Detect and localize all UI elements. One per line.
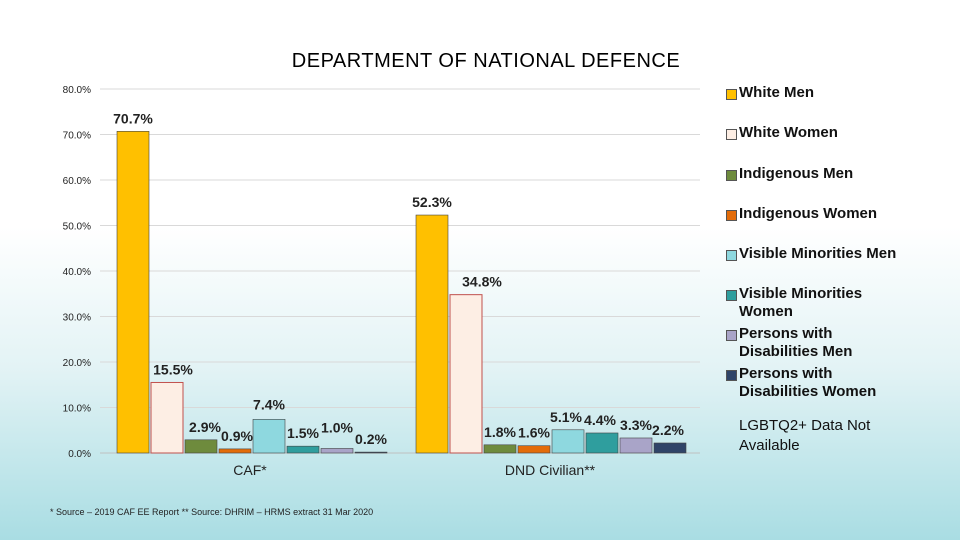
bar — [619, 437, 653, 454]
legend-label: White Women — [739, 124, 838, 141]
legend-label: Indigenous Women — [739, 205, 878, 222]
chart-title: DEPARTMENT OF NATIONAL DEFENCE — [291, 50, 681, 72]
bar — [116, 131, 150, 454]
legend-swatch — [726, 89, 737, 100]
legend-label: Visible Minorities Men — [739, 245, 897, 262]
bar — [320, 448, 354, 454]
bar — [653, 442, 687, 454]
legend-label: Indigenous Men — [739, 165, 854, 182]
data-label: 70.7% — [113, 110, 153, 126]
data-label: 34.8% — [462, 274, 502, 290]
x-category-label: DND Civilian** — [505, 462, 596, 478]
data-label: 3.3% — [620, 417, 652, 433]
data-label: 1.5% — [287, 425, 319, 441]
legend-label: Persons with Disabilities Women — [739, 365, 877, 400]
data-label: 0.9% — [221, 428, 253, 444]
data-label: 4.4% — [584, 412, 616, 428]
legend-label: Persons with Disabilities Men — [739, 325, 853, 360]
data-label: 1.6% — [518, 425, 550, 441]
data-label: 15.5% — [153, 361, 193, 377]
y-tick-label: 70.0% — [63, 131, 91, 142]
source-footnote: * Source – 2019 CAF EE Report ** Source:… — [50, 507, 374, 517]
y-tick-label: 80.0% — [63, 85, 91, 96]
y-tick-label: 60.0% — [63, 176, 91, 187]
bar — [483, 444, 517, 454]
data-label: 1.8% — [484, 424, 516, 440]
bar — [551, 429, 585, 454]
data-label: 2.2% — [652, 422, 684, 438]
y-tick-label: 30.0% — [63, 313, 91, 324]
bar — [354, 451, 388, 454]
bar — [517, 445, 551, 454]
legend-swatch — [726, 210, 737, 221]
legend-swatch — [726, 129, 737, 140]
legend-label: White Men — [739, 84, 814, 101]
data-label: 2.9% — [189, 419, 221, 435]
legend-swatch — [726, 330, 737, 341]
data-label: 7.4% — [253, 396, 285, 412]
bar — [184, 439, 218, 454]
y-tick-label: 20.0% — [63, 358, 91, 369]
y-tick-label: 40.0% — [63, 267, 91, 278]
bar — [449, 294, 483, 454]
bar — [150, 381, 184, 454]
legend-swatch — [726, 370, 737, 381]
bar — [252, 419, 286, 454]
data-label: 0.2% — [355, 431, 387, 447]
legend-swatch — [726, 250, 737, 261]
y-tick-label: 0.0% — [68, 449, 91, 460]
data-label: 1.0% — [321, 419, 353, 435]
bar — [585, 432, 619, 454]
y-tick-label: 50.0% — [63, 222, 91, 233]
data-label: 52.3% — [412, 194, 452, 210]
y-tick-label: 10.0% — [63, 404, 91, 415]
bar — [286, 445, 320, 454]
x-category-label: CAF* — [233, 462, 267, 478]
legend-swatch — [726, 290, 737, 301]
data-label: 5.1% — [550, 409, 582, 425]
legend-swatch — [726, 170, 737, 181]
legend-note: LGBTQ2+ Data Not Available — [739, 417, 871, 454]
legend-label: Visible Minorities Women — [739, 285, 863, 320]
bar — [415, 214, 449, 454]
bar — [218, 448, 252, 454]
